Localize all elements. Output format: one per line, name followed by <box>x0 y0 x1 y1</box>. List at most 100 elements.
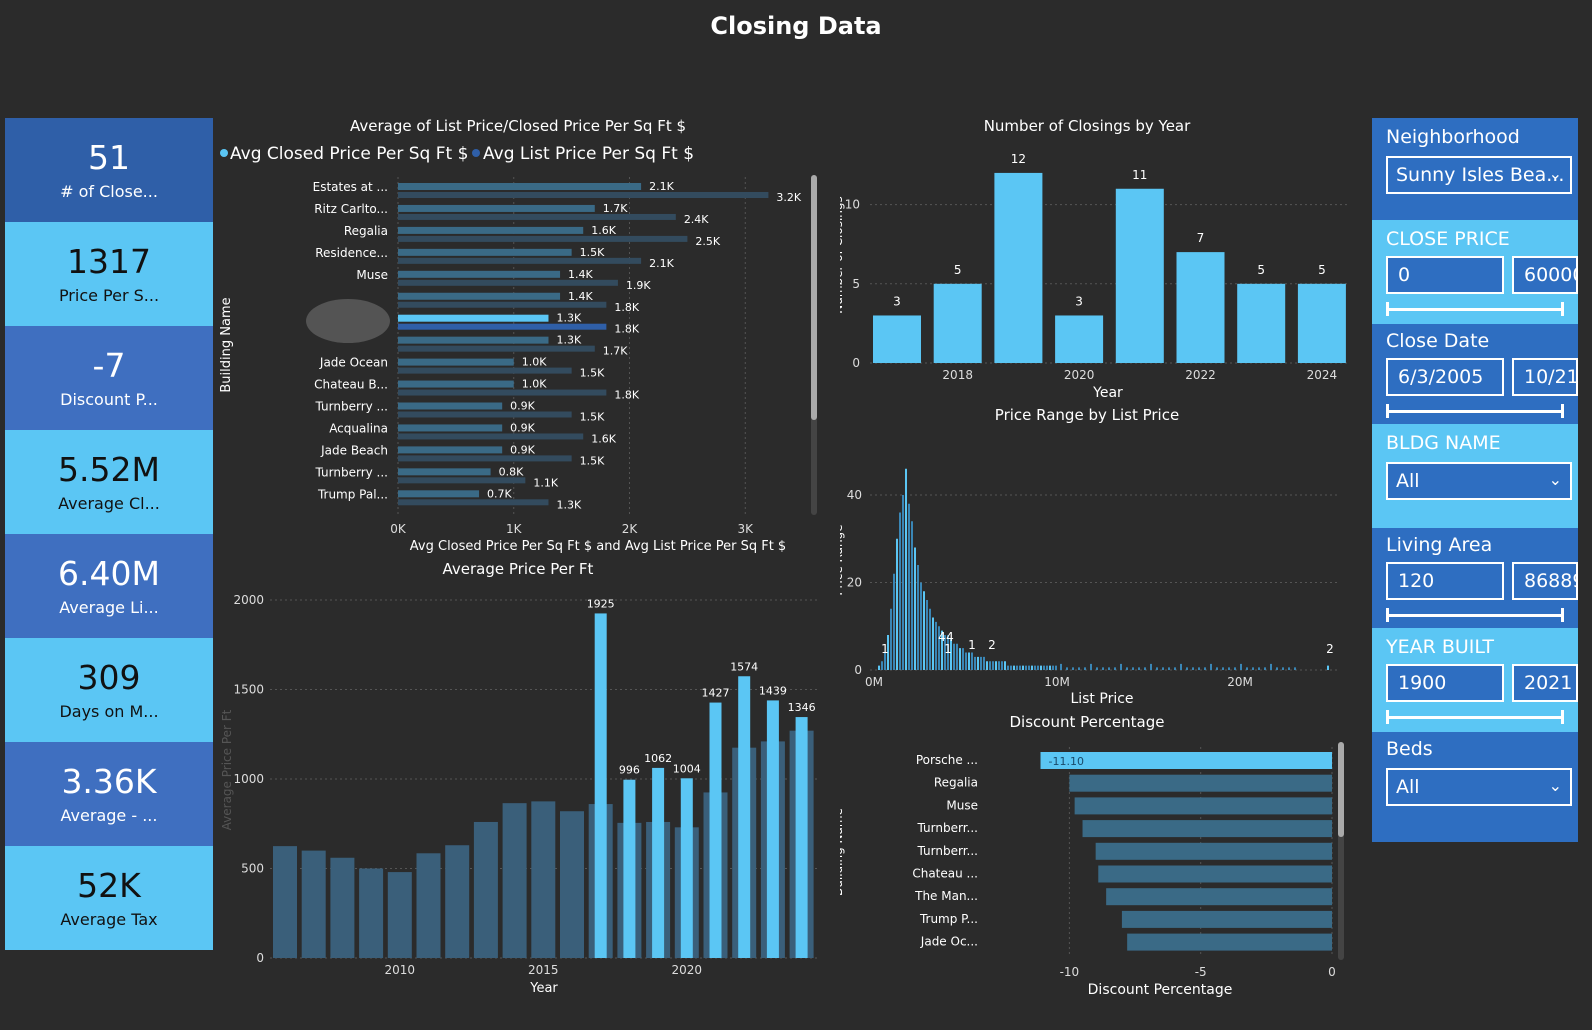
selected-bar <box>652 767 665 958</box>
bldg-name-dropdown[interactable]: All ⌄ <box>1386 462 1572 500</box>
living-area-max-input[interactable]: 86889 <box>1512 562 1578 600</box>
close-date-start-input[interactable]: 6/3/2005 <box>1386 358 1504 396</box>
kpi-value: 1317 <box>67 242 151 281</box>
histogram-bar <box>1327 665 1329 670</box>
slider-handle[interactable] <box>1386 302 1389 316</box>
neighborhood-filter: Neighborhood Sunny Isles Bea... ⌄ <box>1372 118 1578 222</box>
kpi-card-avg-list[interactable]: 6.40M Average Li... <box>5 534 213 638</box>
selected-bar <box>680 778 693 958</box>
closed-price-bar <box>398 183 642 190</box>
bar <box>1074 797 1332 815</box>
x-axis-title: Avg Closed Price Per Sq Ft $ and Avg Lis… <box>410 539 786 554</box>
neighborhood-dropdown[interactable]: Sunny Isles Bea... ⌄ <box>1386 156 1572 194</box>
page-title: Closing Data <box>710 12 882 40</box>
kpi-label: Average - ... <box>60 806 158 825</box>
histogram-bar <box>1028 665 1030 670</box>
kpi-card-days-on-market[interactable]: 309 Days on M... <box>5 638 213 742</box>
kpi-card-closings[interactable]: 51 # of Close... <box>5 118 213 222</box>
discount-percentage-chart[interactable]: Discount Percentage -10 -5 0 Building Name Po… <box>840 712 1360 1010</box>
data-label: 0.9K <box>510 400 535 413</box>
closed-price-bar <box>398 490 480 498</box>
histogram-bar <box>938 626 940 670</box>
data-label: 1.3K <box>556 334 581 347</box>
category-label: Turnberr... <box>917 844 978 858</box>
dropdown-value: All <box>1396 776 1420 798</box>
histogram-bar <box>1240 663 1242 670</box>
slider-handle[interactable] <box>1386 404 1389 418</box>
kpi-label: Average Cl... <box>58 494 160 513</box>
bar <box>1095 842 1332 860</box>
selected-bar <box>766 700 779 958</box>
all-bar <box>473 821 498 958</box>
histogram-bar <box>1180 663 1182 670</box>
category-label: Turnberry ... <box>315 465 388 479</box>
slider-handle[interactable] <box>1386 710 1389 724</box>
kpi-card-price-per-sqft[interactable]: 1317 Price Per S... <box>5 222 213 326</box>
kpi-card-average[interactable]: 3.36K Average - ... <box>5 742 213 846</box>
living-area-min-input[interactable]: 120 <box>1386 562 1504 600</box>
kpi-card-avg-close[interactable]: 5.52M Average Cl... <box>5 430 213 534</box>
category-label: Regalia <box>344 224 388 238</box>
bar <box>1098 865 1332 883</box>
data-label: 1.4K <box>568 268 593 281</box>
histogram-bar <box>914 547 916 670</box>
category-label: Muse <box>946 798 978 812</box>
slider-handle[interactable] <box>1561 404 1564 418</box>
histogram-bar <box>1040 665 1042 670</box>
histogram-bar <box>1174 667 1176 670</box>
data-label: 3 <box>1075 294 1083 308</box>
x-tick-label: 10M <box>1044 675 1070 689</box>
average-price-per-ft-chart[interactable]: Average Price Per Ft 0 500 1000 1500 2000 Aver… <box>218 560 838 1010</box>
histogram-bar <box>1222 667 1224 670</box>
chart-title: Price Range by List Price <box>995 406 1179 424</box>
kpi-label: # of Close... <box>60 182 158 201</box>
y-tick-label: 0 <box>854 663 862 677</box>
year-built-max-input[interactable]: 2021 <box>1512 664 1578 702</box>
slider-handle[interactable] <box>1561 302 1564 316</box>
price-range-chart[interactable]: Price Range by List Price 0 20 40 Price Rang… <box>840 405 1360 715</box>
beds-dropdown[interactable]: All ⌄ <box>1386 768 1572 806</box>
dropdown-value: All <box>1396 470 1420 492</box>
histogram-bar <box>959 648 961 670</box>
histogram-bar <box>911 521 913 670</box>
chart-title: Discount Percentage <box>1009 713 1164 731</box>
kpi-card-average-tax[interactable]: 52K Average Tax <box>5 846 213 950</box>
slider-handle[interactable] <box>1561 710 1564 724</box>
category-label: Jade Beach <box>320 443 388 457</box>
legend-marker <box>220 149 228 157</box>
year-built-min-input[interactable]: 1900 <box>1386 664 1504 702</box>
histogram-bar <box>932 617 934 670</box>
close-price-slider[interactable] <box>1386 302 1564 316</box>
histogram-bar <box>983 656 985 670</box>
close-price-max-input[interactable]: 60000 <box>1512 256 1578 294</box>
data-label: 1.1K <box>533 476 558 489</box>
category-label: Chateau ... <box>912 867 978 881</box>
closed-price-bar <box>398 292 561 300</box>
histogram-bar <box>935 621 937 670</box>
close-price-min-input[interactable]: 0 <box>1386 256 1504 294</box>
y-axis-title: Number of Closings <box>840 196 845 314</box>
list-closed-price-chart[interactable]: Average of List Price/Closed Price Per S… <box>218 115 833 560</box>
histogram-bar <box>1046 665 1048 670</box>
bar <box>994 172 1043 363</box>
closed-price-bar <box>398 226 584 234</box>
data-label: 7 <box>1197 231 1205 245</box>
closed-price-bar <box>398 270 561 278</box>
y-tick-label: 2000 <box>233 593 264 607</box>
histogram-bar <box>1031 665 1033 670</box>
slider-handle[interactable] <box>1561 608 1564 622</box>
slider-handle[interactable] <box>1386 608 1389 622</box>
category-label: Regalia <box>934 776 978 790</box>
histogram-bar <box>1102 667 1104 670</box>
kpi-card-discount[interactable]: -7 Discount P... <box>5 326 213 430</box>
close-date-end-input[interactable]: 10/21 <box>1512 358 1578 396</box>
data-label: 1.0K <box>522 378 547 391</box>
close-date-slider[interactable] <box>1386 404 1564 418</box>
histogram-bar <box>1025 665 1027 670</box>
year-built-slider[interactable] <box>1386 710 1564 724</box>
data-label: 1.9K <box>626 279 651 292</box>
living-area-slider[interactable] <box>1386 608 1564 622</box>
histogram-bar <box>1258 667 1260 670</box>
histogram-bar <box>1066 667 1068 670</box>
